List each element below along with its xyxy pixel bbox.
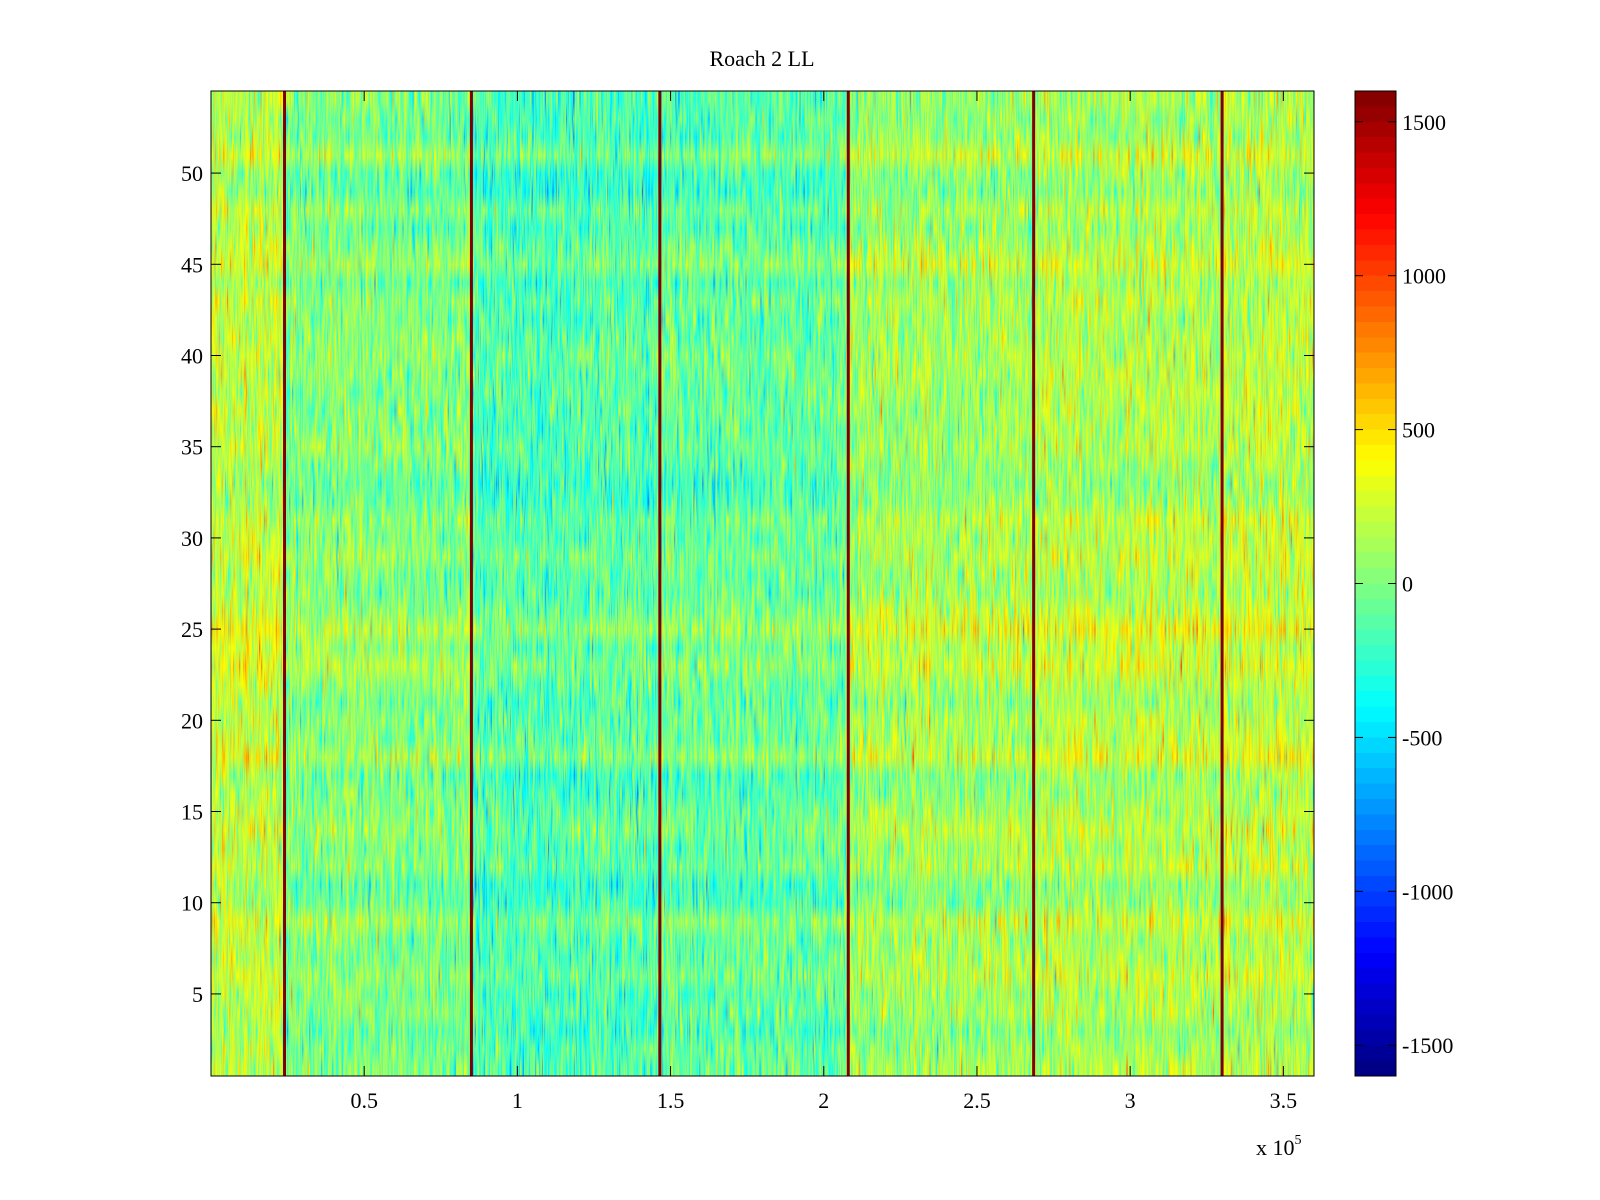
x-axis-multiplier: x 105	[1256, 1133, 1302, 1160]
y-tick-label: 20	[181, 708, 203, 733]
y-axis: 5 10 15 20 25 30 35 40 45 50	[181, 161, 1314, 1007]
x-tick-label: 3.5	[1270, 1088, 1298, 1113]
x-tick-label: 1	[512, 1088, 523, 1113]
vertical-band-1	[283, 91, 287, 1076]
x-tick-label: 1.5	[657, 1088, 685, 1113]
colorbar-tick-label: -500	[1402, 725, 1442, 750]
y-tick-label: 40	[181, 343, 203, 368]
colorbar-tick-label: 0	[1402, 572, 1413, 597]
colorbar: 1500 1000 500 0 -500 -1000 -1500	[1354, 90, 1453, 1077]
x-axis-multiplier-exponent: 5	[1295, 1133, 1302, 1148]
y-tick-label: 25	[181, 617, 203, 642]
x-tick-label: 3	[1125, 1088, 1136, 1113]
x-axis-multiplier-base: x 10	[1256, 1135, 1295, 1160]
y-tick-label: 50	[181, 161, 203, 186]
vertical-band-5	[1032, 91, 1036, 1076]
x-tick-label: 2.5	[963, 1088, 991, 1113]
vertical-band-layer	[283, 91, 1224, 1076]
vertical-band-3	[658, 91, 662, 1076]
chart-title: Roach 2 LL	[709, 46, 814, 71]
colorbar-tick-label: 500	[1402, 418, 1435, 443]
plot-frame	[210, 90, 1315, 1077]
colorbar-tick-label: 1500	[1402, 110, 1446, 135]
y-tick-label: 5	[192, 982, 203, 1007]
colorbar-tick-label: -1000	[1402, 879, 1453, 904]
vertical-band-2	[469, 91, 473, 1076]
colorbar-ticks: 1500 1000 500 0 -500 -1000 -1500	[1355, 110, 1453, 1058]
y-tick-label: 10	[181, 891, 203, 916]
y-tick-label: 35	[181, 435, 203, 460]
vertical-band-6	[1220, 91, 1224, 1076]
x-axis: 0.5 1 1.5 2 2.5 3 3.5	[350, 91, 1297, 1113]
y-tick-label: 15	[181, 800, 203, 825]
heatmap-image	[211, 91, 1314, 1076]
heatmap-plot-area: 0.5 1 1.5 2 2.5 3 3.5 5 10 15 20 25 30 35 40 45 50	[181, 90, 1315, 1113]
colorbar-tick-label: -1500	[1402, 1033, 1453, 1058]
x-tick-label: 2	[818, 1088, 829, 1113]
y-tick-label: 45	[181, 252, 203, 277]
y-tick-label: 30	[181, 526, 203, 551]
colorbar-tick-label: 1000	[1402, 264, 1446, 289]
x-tick-label: 0.5	[350, 1088, 378, 1113]
vertical-band-4	[846, 91, 850, 1076]
